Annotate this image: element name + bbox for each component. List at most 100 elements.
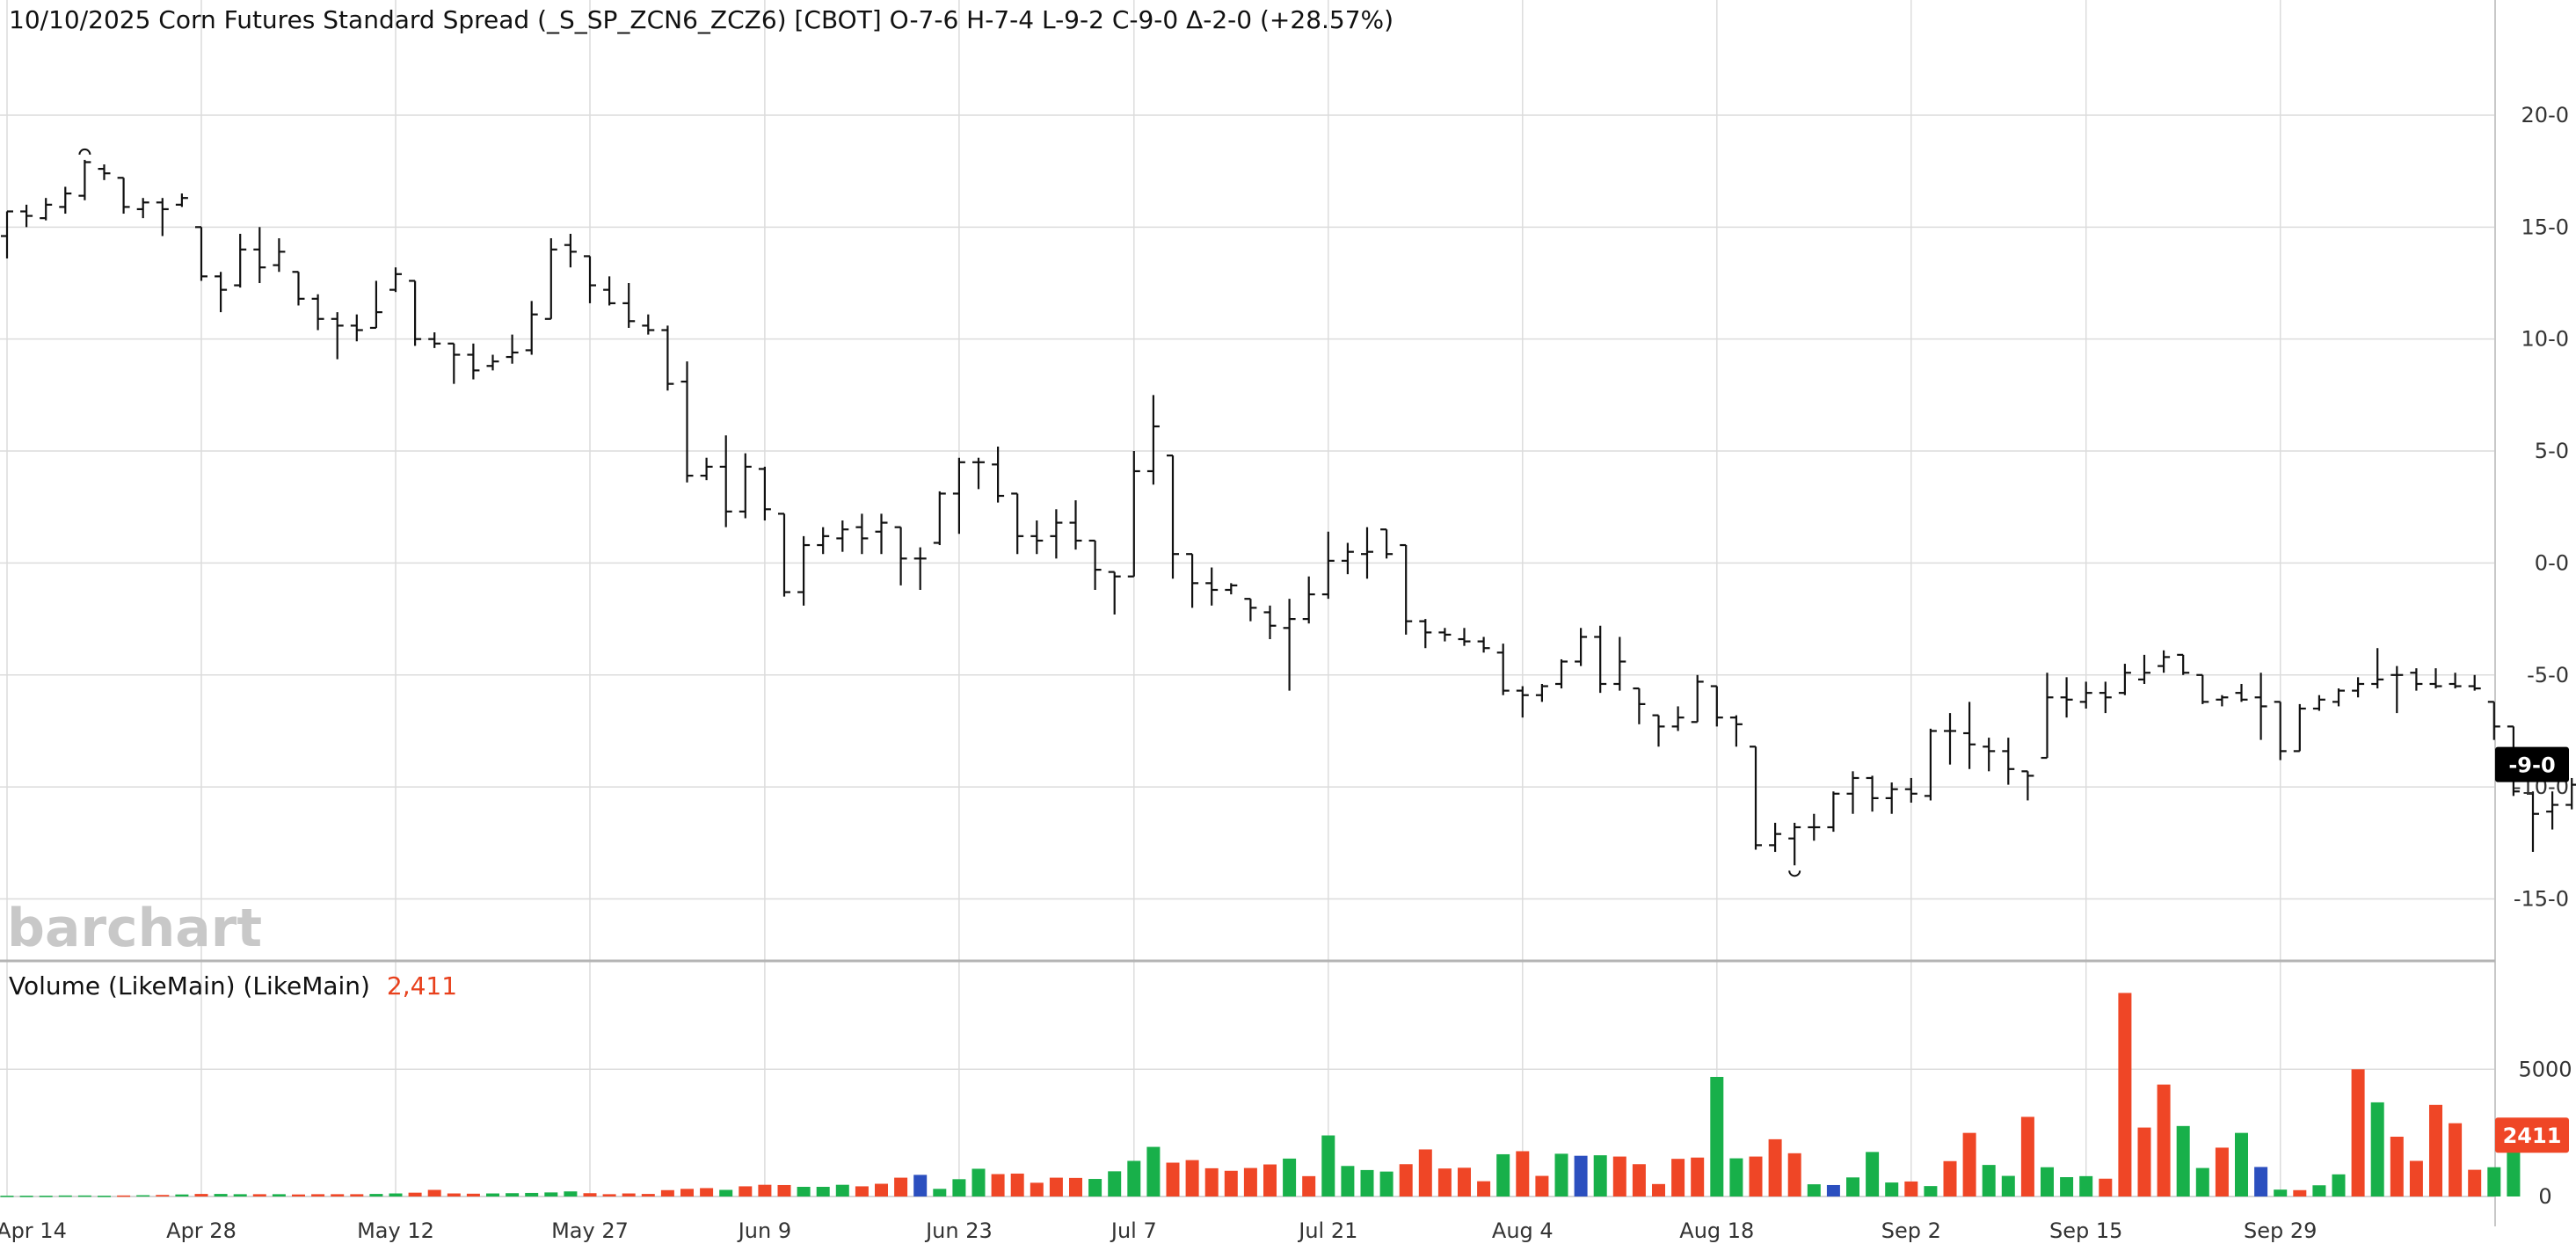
volume-bar	[2409, 1160, 2423, 1196]
volume-bar	[2254, 1167, 2268, 1196]
volume-bar	[1866, 1152, 1880, 1196]
volume-bar	[2157, 1084, 2171, 1196]
date-tick-label: May 27	[551, 1218, 629, 1243]
ohlc-bar	[1729, 715, 1743, 747]
volume-bar	[680, 1189, 694, 1196]
volume-bar	[292, 1194, 305, 1196]
date-tick-label: Jul 7	[1110, 1218, 1157, 1243]
ohlc-bar	[2060, 677, 2073, 718]
ohlc-bar	[2312, 695, 2325, 711]
volume-bar	[350, 1194, 364, 1196]
ohlc-bar	[1321, 531, 1335, 600]
volume-bar	[2099, 1178, 2113, 1196]
ohlc-bar	[817, 527, 830, 555]
ohlc-bar	[1594, 625, 1607, 694]
ohlc-bar	[1652, 714, 1665, 747]
ohlc-bar	[622, 283, 636, 328]
volume-bar	[272, 1194, 286, 1196]
ohlc-bar	[875, 513, 888, 555]
volume-bar	[2351, 1069, 2365, 1196]
volume-bar	[1458, 1167, 1471, 1196]
ohlc-bar	[331, 312, 344, 360]
ohlc-bar	[584, 255, 596, 303]
ohlc-bar	[544, 238, 557, 320]
ohlc-bar	[913, 547, 927, 590]
ohlc-bar	[20, 204, 33, 228]
ohlc-bar	[2390, 666, 2404, 714]
ohlc-bar	[2099, 681, 2112, 714]
volume-bar	[2370, 1102, 2384, 1196]
volume-bar	[117, 1195, 131, 1197]
volume-bar	[2312, 1185, 2326, 1196]
volume-bar	[660, 1189, 674, 1196]
price-tick-label: 0-0	[2535, 550, 2569, 575]
last-volume-badge-text: 2411	[2503, 1124, 2562, 1148]
ohlc-bar	[2021, 770, 2034, 801]
volume-bar	[1535, 1175, 1549, 1196]
ohlc-bar	[525, 301, 538, 355]
volume-bar	[855, 1186, 869, 1196]
volume-bar	[2060, 1177, 2074, 1196]
volume-bar	[252, 1194, 266, 1196]
ohlc-bar	[78, 159, 91, 200]
volume-bar	[583, 1193, 597, 1196]
volume-bar	[2118, 993, 2132, 1196]
volume-bar	[1108, 1171, 1122, 1196]
volume-bar	[427, 1189, 441, 1196]
volume-bar	[136, 1195, 150, 1197]
ohlc-bar	[2079, 681, 2092, 709]
ohlc-bar	[506, 334, 519, 364]
ohlc-bar	[739, 453, 752, 519]
volume-series	[0, 993, 2521, 1197]
volume-bar	[933, 1189, 947, 1196]
volume-bar	[2020, 1116, 2034, 1196]
ohlc-bar	[992, 446, 1005, 503]
date-tick-label: Apr 28	[166, 1218, 236, 1243]
volume-bar	[175, 1194, 189, 1196]
ohlc-bar	[2041, 673, 2054, 760]
volume-bar	[971, 1168, 986, 1196]
volume-bar	[835, 1184, 849, 1196]
ohlc-bar	[1438, 628, 1452, 642]
volume-bar	[1049, 1177, 1063, 1196]
ohlc-bar	[2410, 668, 2423, 691]
price-tick-label: 10-0	[2521, 327, 2569, 352]
volume-bar	[1283, 1158, 1297, 1196]
volume-bar	[1360, 1169, 1374, 1196]
volume-bar	[2079, 1175, 2093, 1196]
ohlc-bar	[1400, 543, 1413, 635]
volume-bar	[641, 1194, 655, 1196]
date-tick-label: Sep 2	[1881, 1218, 1941, 1243]
date-tick-label: May 12	[357, 1218, 434, 1243]
ohlc-bar	[758, 466, 771, 521]
period-high-marker	[78, 148, 91, 156]
ohlc-bar	[1535, 683, 1548, 702]
volume-bar	[1224, 1170, 1238, 1196]
volume-bar	[1166, 1162, 1180, 1196]
volume-bar	[1904, 1181, 1918, 1196]
ohlc-bar	[1146, 395, 1160, 485]
ohlc-bar	[680, 361, 694, 483]
volume-bar	[1069, 1177, 1082, 1196]
volume-bar	[1924, 1186, 1938, 1196]
date-tick-label: Jul 21	[1297, 1218, 1357, 1243]
ohlc-bar	[428, 332, 441, 348]
ohlc-bar	[1710, 685, 1723, 727]
volume-bar	[1477, 1181, 1491, 1196]
ohlc-bar	[1225, 583, 1238, 595]
volume-bar	[1302, 1175, 1316, 1196]
volume-bar	[1787, 1153, 1801, 1196]
ohlc-bar	[1866, 775, 1879, 812]
ohlc-bar	[2138, 654, 2150, 684]
ohlc-bar	[389, 267, 402, 293]
volume-bar	[506, 1193, 520, 1196]
ohlc-bar	[98, 164, 111, 180]
ohlc-bar	[1205, 567, 1219, 606]
volume-bar	[311, 1194, 325, 1196]
ohlc-bar	[933, 491, 946, 546]
volume-bar	[525, 1192, 539, 1196]
volume-bar	[156, 1195, 170, 1196]
ohlc-bar	[1885, 782, 1898, 814]
last-price-badge: -9-0	[2495, 746, 2569, 782]
ohlc-bar	[2254, 673, 2267, 740]
